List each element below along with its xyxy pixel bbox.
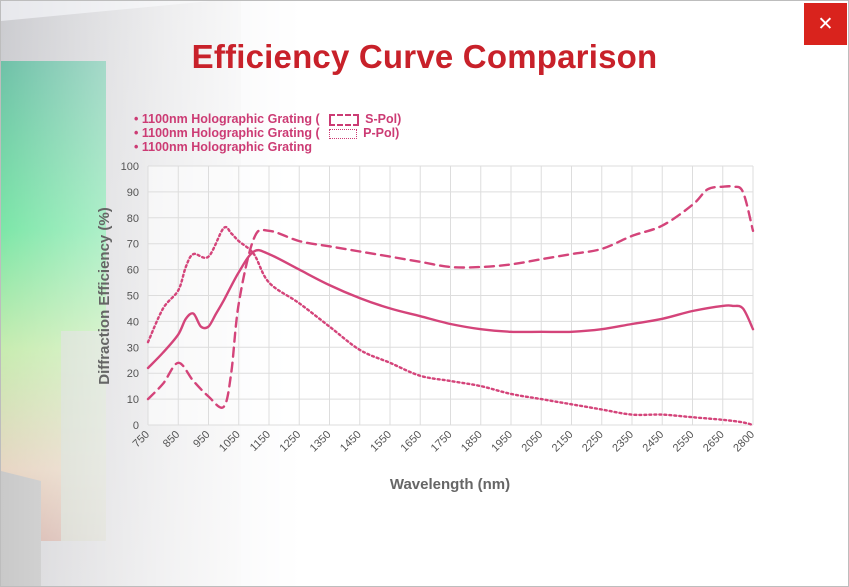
x-tick-label: 1750: [429, 429, 455, 455]
y-tick-label: 10: [127, 394, 139, 406]
legend-item-p-pol[interactable]: • 1100nm Holographic Grating ( P-Pol): [134, 126, 401, 140]
legend-bullet: •: [134, 140, 142, 154]
legend-swatch-dashed: [329, 113, 360, 126]
x-tick-label: 2450: [641, 429, 667, 455]
x-tick-label: 2800: [731, 429, 757, 455]
y-tick-label: 90: [127, 187, 139, 199]
legend-swatch-dotted: [329, 128, 358, 139]
y-tick-label: 50: [127, 291, 139, 303]
x-tick-label: 1550: [368, 429, 394, 455]
x-tick-label: 950: [191, 429, 212, 450]
x-tick-label: 1350: [308, 429, 334, 455]
x-tick-label: 1850: [459, 429, 485, 455]
legend-label: 1100nm Holographic Grating: [141, 140, 313, 154]
y-tick-label: 30: [127, 342, 139, 354]
legend-pol: S-Pol): [365, 112, 402, 126]
close-button[interactable]: ✕: [804, 3, 847, 45]
legend-label: 1100nm Holographic Grating (: [141, 126, 320, 140]
chart-legend: • 1100nm Holographic Grating ( S-Pol) • …: [134, 112, 401, 154]
legend-bullet: •: [134, 126, 142, 140]
legend-item-unpolarized[interactable]: • 1100nm Holographic Grating: [134, 140, 401, 154]
x-tick-label: 1450: [338, 429, 364, 455]
x-tick-label: 1050: [217, 429, 243, 455]
y-tick-label: 60: [127, 265, 139, 277]
x-tick-label: 1650: [399, 429, 425, 455]
x-tick-label: 2150: [550, 429, 576, 455]
x-tick-label: 1950: [489, 429, 515, 455]
legend-pol: P-Pol): [363, 126, 400, 140]
x-tick-label: 850: [161, 429, 182, 450]
x-tick-label: 1150: [248, 429, 273, 454]
y-tick-label: 40: [127, 316, 139, 328]
series-lines: [146, 185, 755, 427]
series-line-solid: [146, 248, 755, 370]
legend-label: 1100nm Holographic Grating (: [141, 112, 320, 126]
x-axis-ticks: 750 850 950 1050 1150 1250 1350 1450 1550 1650 175…: [131, 429, 757, 455]
series-line-dashed: [146, 185, 755, 409]
x-tick-label: 2350: [610, 429, 636, 455]
x-tick-label: 1250: [278, 429, 304, 455]
x-tick-label: 2550: [671, 429, 697, 455]
grid: [147, 165, 754, 426]
y-tick-label: 80: [127, 213, 139, 225]
x-tick-label: 2650: [701, 429, 727, 455]
legend-item-s-pol[interactable]: • 1100nm Holographic Grating ( S-Pol): [134, 112, 401, 126]
dialog-title: Efficiency Curve Comparison: [191, 38, 658, 75]
series-line-dotted: [146, 225, 755, 427]
x-axis-title: Wavelength (nm): [390, 476, 510, 493]
x-tick-label: 2250: [580, 429, 606, 455]
y-tick-label: 100: [121, 161, 139, 173]
x-tick-label: 2050: [520, 429, 546, 455]
y-tick-label: 70: [127, 239, 139, 251]
close-icon: ✕: [817, 13, 834, 35]
y-axis-ticks: 0 10 20 30 40 50 60 70 80 90 100: [121, 161, 139, 432]
y-axis-title: Diffraction Efficiency (%): [96, 207, 113, 385]
y-tick-label: 20: [127, 368, 139, 380]
y-tick-label: 0: [133, 420, 139, 432]
legend-bullet: •: [134, 112, 142, 126]
